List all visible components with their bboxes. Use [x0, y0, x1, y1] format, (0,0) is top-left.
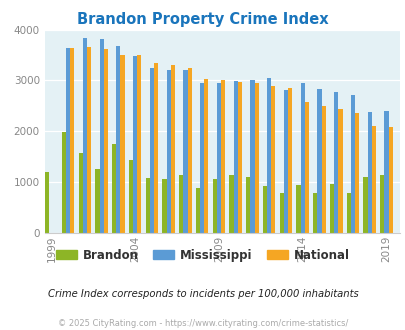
- Bar: [187, 68, 191, 233]
- Bar: [66, 49, 70, 233]
- Text: Brandon Property Crime Index: Brandon Property Crime Index: [77, 12, 328, 26]
- Bar: [149, 68, 153, 233]
- Bar: [62, 132, 66, 233]
- Bar: [83, 38, 87, 233]
- Bar: [300, 83, 304, 233]
- Bar: [70, 48, 74, 233]
- Bar: [229, 175, 233, 233]
- Bar: [262, 186, 266, 233]
- Bar: [179, 175, 183, 233]
- Bar: [317, 88, 321, 233]
- Bar: [233, 82, 237, 233]
- Bar: [95, 169, 99, 233]
- Bar: [166, 70, 171, 233]
- Bar: [200, 83, 204, 233]
- Bar: [367, 112, 371, 233]
- Bar: [329, 184, 333, 233]
- Bar: [171, 65, 175, 233]
- Bar: [350, 95, 354, 233]
- Bar: [128, 160, 133, 233]
- Bar: [153, 63, 158, 233]
- Bar: [162, 179, 166, 233]
- Bar: [271, 85, 275, 233]
- Bar: [346, 193, 350, 233]
- Bar: [116, 46, 120, 233]
- Bar: [195, 188, 200, 233]
- Bar: [321, 106, 325, 233]
- Bar: [254, 83, 258, 233]
- Legend: Brandon, Mississippi, National: Brandon, Mississippi, National: [51, 244, 354, 266]
- Bar: [112, 144, 116, 233]
- Bar: [371, 126, 375, 233]
- Bar: [87, 47, 91, 233]
- Text: Crime Index corresponds to incidents per 100,000 inhabitants: Crime Index corresponds to incidents per…: [47, 289, 358, 299]
- Bar: [250, 80, 254, 233]
- Bar: [354, 113, 358, 233]
- Bar: [287, 87, 292, 233]
- Bar: [384, 111, 388, 233]
- Bar: [212, 179, 216, 233]
- Bar: [133, 56, 137, 233]
- Bar: [183, 70, 187, 233]
- Bar: [120, 55, 124, 233]
- Bar: [266, 78, 271, 233]
- Bar: [304, 102, 308, 233]
- Text: © 2025 CityRating.com - https://www.cityrating.com/crime-statistics/: © 2025 CityRating.com - https://www.city…: [58, 319, 347, 328]
- Bar: [103, 50, 108, 233]
- Bar: [145, 178, 149, 233]
- Bar: [216, 83, 220, 233]
- Bar: [379, 175, 384, 233]
- Bar: [337, 109, 342, 233]
- Bar: [137, 54, 141, 233]
- Bar: [245, 177, 250, 233]
- Bar: [79, 153, 83, 233]
- Bar: [296, 185, 300, 233]
- Bar: [237, 82, 241, 233]
- Bar: [312, 193, 317, 233]
- Bar: [283, 89, 287, 233]
- Bar: [279, 193, 283, 233]
- Bar: [362, 177, 367, 233]
- Bar: [204, 80, 208, 233]
- Bar: [220, 80, 225, 233]
- Bar: [388, 127, 392, 233]
- Bar: [99, 39, 103, 233]
- Bar: [45, 172, 49, 233]
- Bar: [333, 92, 337, 233]
